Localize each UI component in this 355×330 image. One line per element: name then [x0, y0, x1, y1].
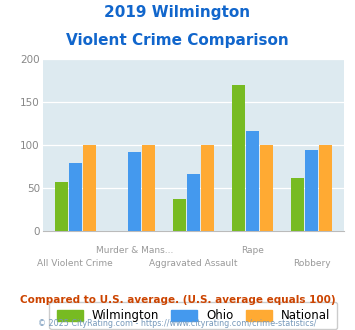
Text: Robbery: Robbery — [293, 259, 331, 268]
Bar — [246, 131, 259, 231]
Bar — [260, 145, 273, 231]
Text: © 2025 CityRating.com - https://www.cityrating.com/crime-statistics/: © 2025 CityRating.com - https://www.city… — [38, 319, 317, 328]
Bar — [305, 150, 318, 231]
Text: Violent Crime Comparison: Violent Crime Comparison — [66, 33, 289, 48]
Bar — [69, 163, 82, 231]
Bar — [173, 199, 186, 231]
Bar — [319, 145, 332, 231]
Text: Compared to U.S. average. (U.S. average equals 100): Compared to U.S. average. (U.S. average … — [20, 295, 335, 305]
Text: Rape: Rape — [241, 246, 264, 255]
Text: Aggravated Assault: Aggravated Assault — [149, 259, 238, 268]
Bar — [291, 178, 304, 231]
Bar — [55, 182, 68, 231]
Text: All Violent Crime: All Violent Crime — [37, 259, 113, 268]
Bar — [232, 85, 245, 231]
Bar — [187, 174, 200, 231]
Legend: Wilmington, Ohio, National: Wilmington, Ohio, National — [49, 302, 338, 329]
Bar — [201, 145, 214, 231]
Bar — [142, 145, 155, 231]
Bar — [82, 145, 95, 231]
Bar — [128, 152, 141, 231]
Text: Murder & Mans...: Murder & Mans... — [95, 246, 173, 255]
Text: 2019 Wilmington: 2019 Wilmington — [104, 5, 251, 20]
